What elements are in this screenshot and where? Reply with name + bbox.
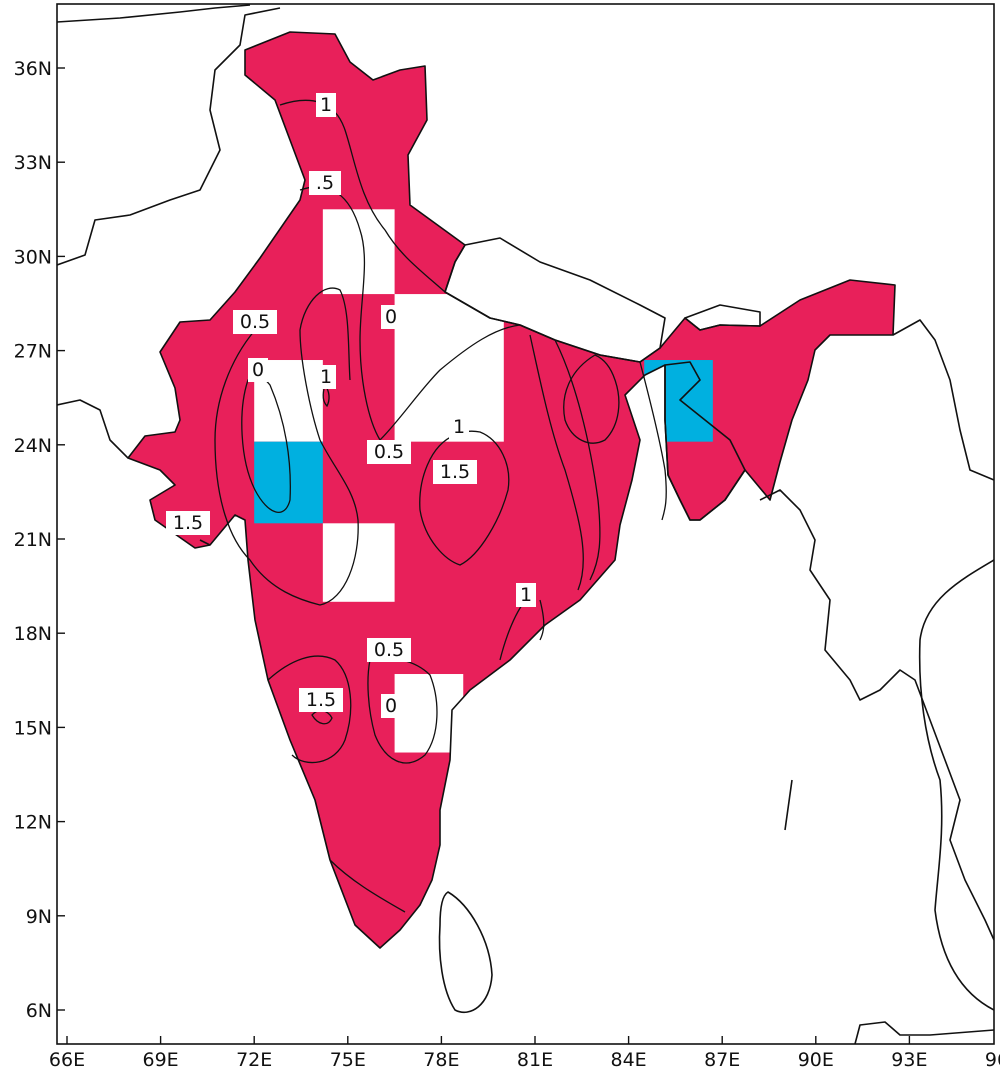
lat-tick-label: 24N bbox=[14, 435, 52, 457]
west-boundary-2 bbox=[57, 4, 251, 23]
contour-label-bg bbox=[316, 365, 336, 389]
contour-line bbox=[554, 339, 601, 581]
neutral-cell bbox=[322, 523, 395, 602]
contour-label: 1.5 bbox=[440, 461, 470, 483]
contour-label-bg bbox=[449, 415, 469, 439]
pakistan-coast bbox=[57, 399, 129, 459]
contour-label: 1 bbox=[520, 584, 532, 606]
contour-label-bg bbox=[166, 511, 210, 535]
lon-tick-label: 69E bbox=[143, 1049, 179, 1071]
india-fill bbox=[128, 32, 895, 948]
sri-lanka-coast bbox=[438, 891, 493, 1014]
contour-label: 0.5 bbox=[374, 441, 404, 463]
lon-tick-label: 87E bbox=[704, 1049, 740, 1071]
contour-label-bg bbox=[309, 171, 341, 195]
contour-line bbox=[539, 599, 545, 641]
contour-line bbox=[563, 354, 620, 444]
lat-tick-label: 18N bbox=[14, 623, 52, 645]
contour-line bbox=[639, 361, 667, 521]
thailand-coast bbox=[918, 559, 994, 1011]
contour-label-bg bbox=[248, 358, 268, 382]
lat-tick-label: 33N bbox=[14, 152, 52, 174]
lon-tick-label: 66E bbox=[49, 1049, 85, 1071]
contour-line bbox=[419, 430, 510, 566]
contour-label-bg bbox=[316, 93, 336, 117]
lon-tick-label: 78E bbox=[423, 1049, 459, 1071]
contour-label: 0 bbox=[385, 695, 397, 717]
lon-tick-label: 81E bbox=[517, 1049, 553, 1071]
contour-line bbox=[322, 383, 330, 408]
lon-tick-label: 84E bbox=[611, 1049, 647, 1071]
lat-tick-label: 30N bbox=[14, 246, 52, 268]
bangladesh-boundary bbox=[664, 361, 746, 521]
lat-tick-label: 36N bbox=[14, 58, 52, 80]
lat-tick-label: 21N bbox=[14, 529, 52, 551]
lon-tick-label: 72E bbox=[236, 1049, 272, 1071]
contour-label: 0 bbox=[385, 306, 397, 328]
axes: 66E69E72E75E78E81E84E87E90E93E96E99E36N3… bbox=[14, 58, 1000, 1071]
neutral-cell bbox=[322, 209, 395, 295]
contour-line bbox=[267, 655, 352, 764]
nepal-boundary bbox=[444, 237, 666, 363]
contour-label: 0 bbox=[252, 359, 264, 381]
contour-labels: 1.50.50 100.511.51.510.51.5 0 bbox=[166, 93, 536, 718]
contour-label-bg bbox=[381, 694, 401, 718]
lat-tick-label: 6N bbox=[26, 1000, 52, 1022]
contour-label: 1.5 bbox=[173, 512, 203, 534]
lat-tick-label: 15N bbox=[14, 717, 52, 739]
contour-label: 0.5 bbox=[374, 639, 404, 661]
contour-line bbox=[367, 657, 438, 764]
contour-label: 1.5 bbox=[306, 689, 336, 711]
contour-label-bg bbox=[367, 638, 411, 662]
contour-line bbox=[329, 859, 406, 913]
contour-label: .5 bbox=[316, 172, 334, 194]
lon-tick-label: 90E bbox=[798, 1049, 834, 1071]
west-boundary bbox=[57, 7, 281, 266]
contour-label: 1 bbox=[453, 416, 465, 438]
lon-tick-label: 75E bbox=[330, 1049, 366, 1071]
gujarat-coast-mark bbox=[199, 539, 211, 546]
myanmar-east bbox=[892, 319, 994, 481]
island-mark bbox=[784, 779, 793, 831]
coastlines bbox=[57, 4, 994, 1044]
contour-line bbox=[529, 334, 584, 591]
contour-label: 1 bbox=[320, 366, 332, 388]
lat-tick-label: 12N bbox=[14, 812, 52, 834]
myanmar-coast bbox=[759, 489, 994, 941]
contour-label-bg bbox=[433, 460, 477, 484]
contour-label: 0.5 bbox=[240, 311, 270, 333]
contour-label-bg bbox=[381, 305, 401, 329]
lon-tick-label: 96E bbox=[985, 1049, 1000, 1071]
bhutan-boundary bbox=[684, 304, 761, 331]
contour-label-bg bbox=[233, 310, 277, 334]
lat-tick-label: 27N bbox=[14, 341, 52, 363]
contour-label: 1 bbox=[320, 94, 332, 116]
contour-line bbox=[214, 287, 359, 606]
contour-label-bg bbox=[516, 583, 536, 607]
contour-label-bg bbox=[367, 440, 411, 464]
south-east-coast bbox=[854, 1021, 994, 1044]
contour-label-bg bbox=[299, 688, 343, 712]
lon-tick-label: 93E bbox=[891, 1049, 927, 1071]
contour-line bbox=[299, 186, 521, 442]
lat-tick-label: 9N bbox=[26, 906, 52, 928]
